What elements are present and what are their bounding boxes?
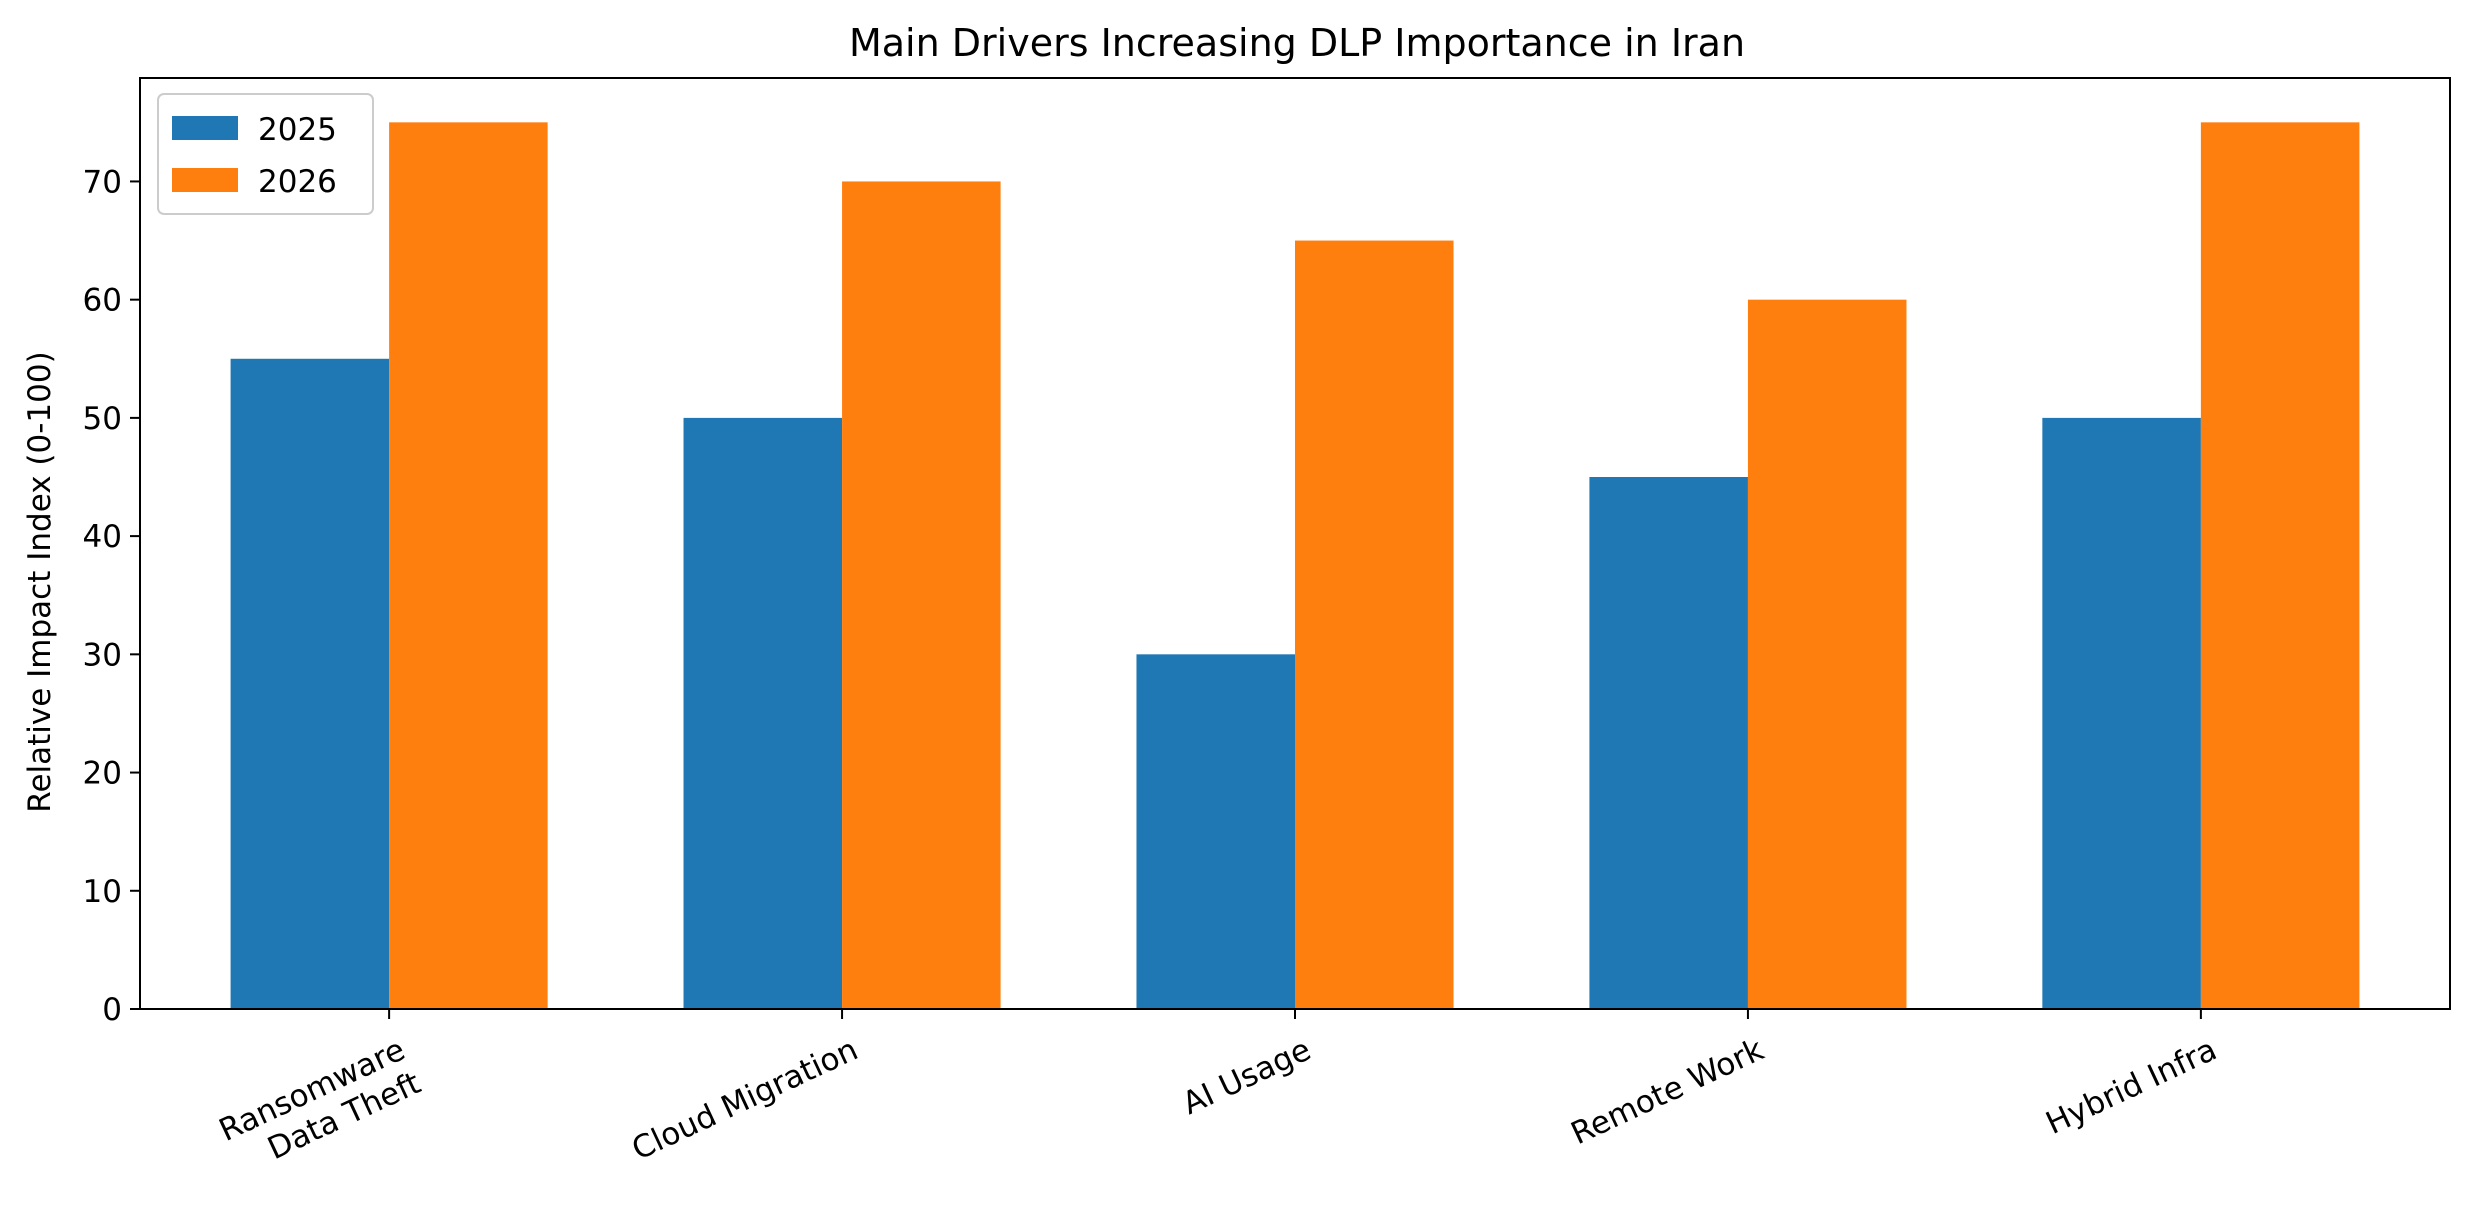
x-tick-label-4: Hybrid Infra [2041,1032,2223,1142]
bar-2026-0 [389,122,548,1010]
y-axis-label: Relative Impact Index (0-100) [22,351,58,812]
x-tick-label-line: Cloud Migration [627,1032,864,1168]
legend-swatch-2026 [172,168,238,192]
bar-2025-1 [683,417,843,1009]
bar-2025-2 [1136,654,1295,1009]
y-tick-label-20: 20 [83,756,122,792]
y-tick-label-70: 70 [83,164,122,200]
y-tick-label-30: 30 [83,637,122,673]
bar-2025-3 [1589,477,1748,1009]
bar-2026-3 [1747,299,1907,1010]
x-tick-label-line: Remote Work [1566,1032,1770,1153]
y-tick-label-50: 50 [83,401,122,437]
y-tick-label-0: 0 [102,992,122,1028]
legend: 2025 2026 [157,93,374,215]
x-tick-label-2: AI Usage [1177,1032,1316,1122]
legend-label-2025: 2025 [258,112,337,148]
x-tick-label-line: Hybrid Infra [2041,1032,2223,1142]
legend-label-2026: 2026 [258,164,337,200]
y-tick-label-10: 10 [83,874,122,910]
bars-layer [230,122,2360,1010]
y-tick-label-60: 60 [83,283,122,319]
bar-2026-4 [2200,122,2360,1010]
bar-2025-0 [230,358,390,1009]
x-tick-label-line: AI Usage [1177,1032,1316,1122]
bar-2026-1 [842,181,1001,1009]
bar-2025-4 [2042,417,2201,1009]
x-tick-label-3: Remote Work [1566,1032,1770,1153]
bar-2026-2 [1295,240,1454,1010]
chart-title: Main Drivers Increasing DLP Importance i… [849,21,1745,65]
legend-swatch-2025 [172,116,238,140]
y-tick-label-40: 40 [83,519,122,555]
x-tick-label-1: Cloud Migration [627,1032,864,1168]
